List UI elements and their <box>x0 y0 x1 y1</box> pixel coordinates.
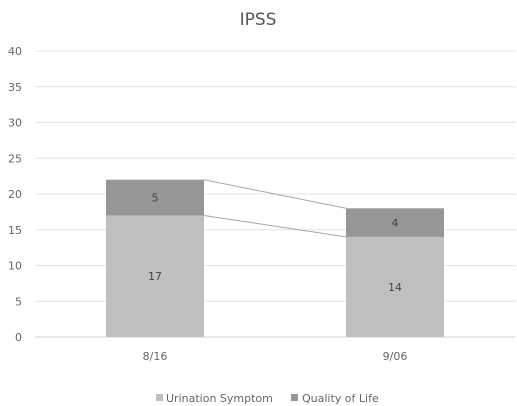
series-line <box>203 179 347 209</box>
chart-title: IPSS <box>240 10 277 30</box>
x-tick-label: 8/16 <box>143 350 168 363</box>
y-tick-label: 5 <box>15 295 22 308</box>
y-tick-label: 20 <box>8 188 22 201</box>
y-tick-label: 35 <box>8 81 22 94</box>
x-axis-ticks: 8/16 9/06 <box>143 350 408 363</box>
y-tick-label: 15 <box>8 224 22 237</box>
data-label: 17 <box>148 270 162 283</box>
legend: Urination Symptom Quality of Life <box>156 392 379 405</box>
x-tick-label: 9/06 <box>383 350 408 363</box>
y-axis-ticks: 0 5 10 15 20 25 30 35 40 <box>8 45 22 344</box>
y-tick-label: 0 <box>15 331 22 344</box>
data-label: 14 <box>388 281 402 294</box>
series-lines <box>203 179 347 238</box>
series-line <box>203 214 347 238</box>
bar-quality-of-life <box>106 179 204 216</box>
bars <box>106 179 444 337</box>
y-tick-label: 25 <box>8 152 22 165</box>
bar-urination-symptom <box>346 236 444 337</box>
legend-swatch <box>291 394 298 401</box>
legend-label: Urination Symptom <box>166 392 273 405</box>
legend-swatch <box>156 394 163 401</box>
legend-label: Quality of Life <box>302 392 379 405</box>
y-tick-label: 10 <box>8 260 22 273</box>
y-tick-label: 40 <box>8 45 22 58</box>
bar-quality-of-life <box>346 208 444 237</box>
data-label: 5 <box>152 192 159 205</box>
data-label: 4 <box>392 217 399 230</box>
bar-urination-symptom <box>106 215 204 337</box>
data-labels: 17 5 14 4 <box>148 192 402 294</box>
y-tick-label: 30 <box>8 117 22 130</box>
